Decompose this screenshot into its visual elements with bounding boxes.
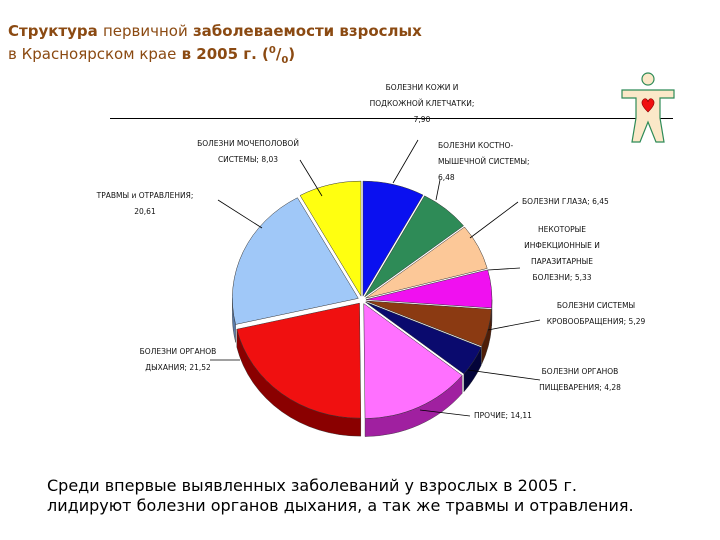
pie-slice [363,303,463,419]
pie-slice [232,197,359,325]
slice-labels: БОЛЕЗНИ КОЖИ И ПОДКОЖНОЙ КЛЕТЧАТКИ; 7,90 БО… [96,83,646,420]
slice-label: НЕКОТОРЫЕ ИНФЕКЦИОННЫЕ И ПАРАЗИТАРНЫЕ БОЛЕЗ… [524,225,600,282]
pie-slice [365,226,488,299]
chart-title: Структура первичной заболеваемости взрос… [8,22,568,70]
slice-label: ПРОЧИЕ; 14,11 [474,411,532,420]
leader-line [467,369,541,381]
pie-slices [232,180,493,419]
slice-label: ТРАВМЫ и ОТРАВЛЕНИЯ; 20,61 [96,191,194,216]
title-line-1: Структура первичной заболеваемости взрос… [8,22,422,40]
pie-slice [365,300,492,347]
leader-line [392,139,419,184]
pie-slice [362,180,424,298]
pie-slice [299,180,362,298]
slice-label: БОЛЕЗНИ СИСТЕМЫ КРОВООБРАЩЕНИЯ; 5,29 [547,301,646,326]
leader-line [487,319,541,331]
leader-line [487,267,521,271]
leader-line [435,179,441,201]
pie-slice [365,269,493,309]
title-line-2: в Красноярском крае в 2005 г. (0/0) [8,45,296,66]
horizontal-rule [110,118,673,119]
slice-label: БОЛЕЗНИ ОРГАНОВ ПИЩЕВАРЕНИЯ; 4,28 [539,367,621,392]
slice-label: БОЛЕЗНИ ОРГАНОВ ДЫХАНИЯ; 21,52 [140,347,217,372]
slice-label: БОЛЕЗНИ ГЛАЗА; 6,45 [522,197,609,206]
pie-slice [365,301,482,375]
pie-sides [232,298,493,437]
slice-label: БОЛЕЗНИ КОЖИ И ПОДКОЖНОЙ КЛЕТЧАТКИ; 7,90 [370,83,475,124]
pie-slice [236,302,362,419]
leader-line [299,159,323,197]
leader-lines [210,139,541,417]
leader-line [419,409,471,417]
pie-slice [364,195,464,298]
summary-note: Среди впервые выявленных заболеваний у в… [47,476,634,515]
human-figure-heart-icon [621,72,675,143]
leader-line [217,199,263,229]
leader-line [469,201,519,239]
slice-label: БОЛЕЗНИ КОСТНО-МЫШЕЧНОЙ СИСТЕМЫ; 6,48 [438,141,530,182]
slice-label: БОЛЕЗНИ МОЧЕПОЛОВОЙ СИСТЕМЫ; 8,03 [197,139,299,164]
